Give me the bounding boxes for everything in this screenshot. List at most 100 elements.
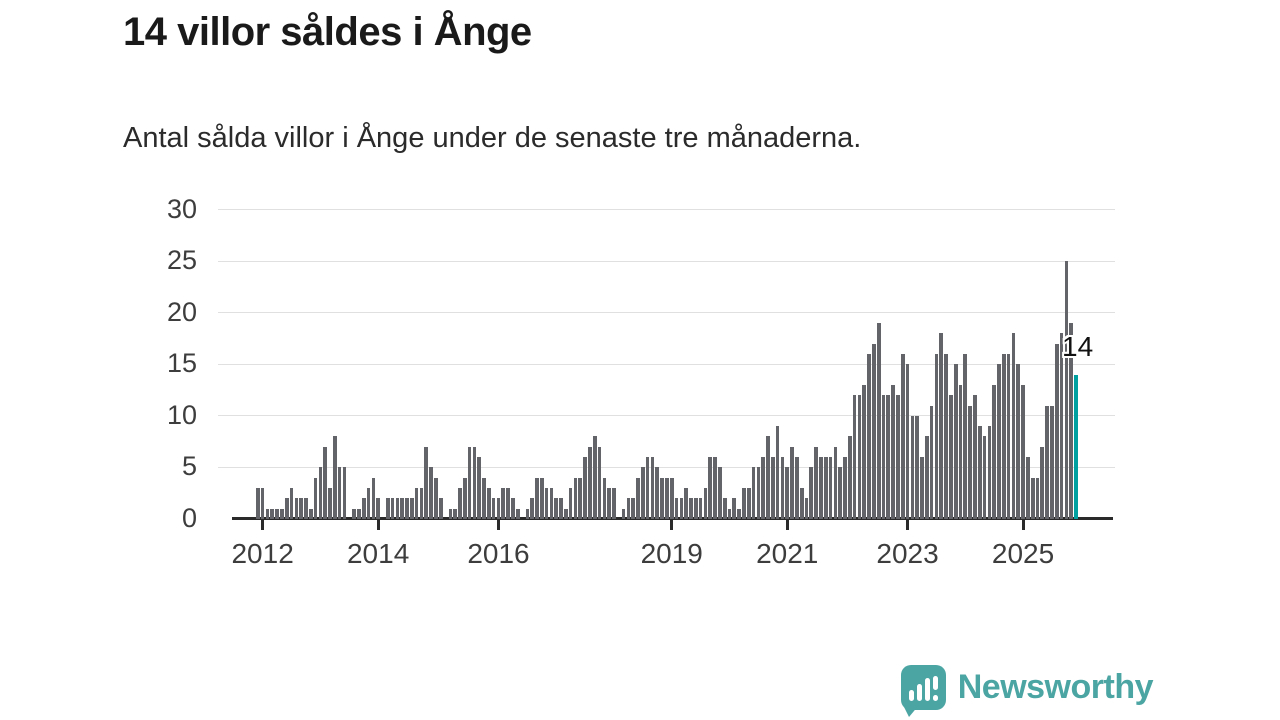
bar [655,467,660,519]
bar [578,477,583,519]
bar [958,384,963,519]
gridline [218,312,1115,314]
bar [390,498,395,519]
bar [770,457,775,519]
bar [626,498,631,519]
bar [501,488,506,519]
bar [612,488,616,519]
bar [342,467,347,519]
bar [337,467,342,519]
bar [496,498,501,519]
x-axis-tick [906,520,910,530]
bar [472,446,477,519]
bar [722,498,727,519]
bar [410,498,414,519]
bar [780,457,785,519]
bar [790,446,794,519]
bar [684,488,688,519]
bar [775,426,780,519]
y-axis-tick-label: 5 [181,451,197,482]
x-axis-tick [670,520,674,530]
bar [429,467,433,519]
bar [881,395,886,519]
last-value-annotation: 14 [1062,331,1094,362]
bar [588,446,592,519]
y-axis-tick-label: 20 [166,296,197,327]
bar [438,498,443,519]
bar [361,498,366,519]
x-axis-tick-label: 2019 [640,538,703,569]
bar [660,477,664,519]
bar [833,446,838,519]
bar [328,488,332,519]
bar [737,508,741,519]
bar [665,477,669,519]
current-value-bar [1074,374,1078,519]
bar [535,477,539,519]
bar [843,457,847,519]
y-axis-tick-label: 25 [166,245,197,276]
bar [554,498,559,519]
bar [559,498,563,519]
bar [708,457,713,519]
bar [458,488,462,519]
bar [294,498,299,519]
bar [549,488,554,519]
bar [530,498,534,519]
bar [270,508,275,519]
bar [1069,322,1074,519]
bar [1040,446,1045,519]
bar [742,488,746,519]
bar [304,498,308,519]
bar [650,457,655,519]
bar [308,508,313,519]
bar [977,426,982,519]
bar [621,508,626,519]
bar [718,467,722,519]
x-axis-tick-label: 2012 [231,538,294,569]
gridline [218,466,1115,468]
bar [371,477,376,519]
bar [795,457,799,519]
bar [462,477,467,519]
bar [934,353,939,519]
bar [915,415,920,519]
bar [973,395,977,519]
bar [491,498,496,519]
bar [929,405,934,519]
bar [256,488,260,519]
bar [900,353,905,519]
bar-chart-speech-bubble-icon [900,665,946,717]
x-axis-tick-label: 2021 [756,538,819,569]
bar [333,436,337,519]
bar [669,477,674,519]
bar [645,457,650,519]
gridline [218,363,1115,365]
x-axis-tick-label: 2025 [991,538,1055,569]
bar [357,508,361,519]
bar [910,415,915,519]
speech-bubble-tail [902,705,919,717]
bar [944,353,948,519]
bar [453,508,457,519]
bar [477,457,482,519]
bar [395,498,400,519]
bar [313,477,318,519]
bar [275,508,279,519]
bar [785,467,790,519]
gridline [218,260,1115,262]
gridline [218,415,1115,417]
bar [828,457,833,519]
bar [953,364,958,519]
bar [1050,405,1054,519]
y-axis-tick-label: 0 [181,503,197,533]
bar [467,446,472,519]
x-axis-tick [1021,520,1025,530]
bar [876,322,881,519]
bar [761,457,765,519]
bar [636,477,640,519]
bar [511,498,515,519]
bar [405,498,409,519]
x-axis-tick [496,520,500,530]
